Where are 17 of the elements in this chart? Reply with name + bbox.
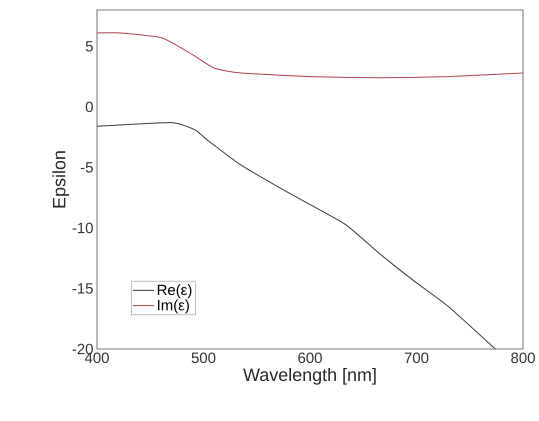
line-series xyxy=(97,122,496,349)
legend-label: Re(ε) xyxy=(158,284,192,298)
y-tick-label: -15 xyxy=(72,283,93,294)
y-tick-label: -20 xyxy=(72,344,93,354)
line-series xyxy=(97,32,524,78)
y-axis-title: Epsilon xyxy=(52,151,70,208)
y-tick-label: 5 xyxy=(86,41,93,52)
legend-label: Im(ε) xyxy=(158,299,189,314)
x-tick-label: 500 xyxy=(192,352,216,364)
x-tick-label: 800 xyxy=(511,352,535,364)
x-tick-label: 600 xyxy=(298,352,322,364)
x-tick-label: 400 xyxy=(84,352,109,364)
x-axis-title: Wavelength [nm] xyxy=(243,368,376,385)
y-tick-label: -10 xyxy=(72,222,93,234)
y-tick-label: 0 xyxy=(86,102,93,112)
x-tick-label: 700 xyxy=(404,352,428,364)
y-tick-label: -5 xyxy=(80,162,93,173)
